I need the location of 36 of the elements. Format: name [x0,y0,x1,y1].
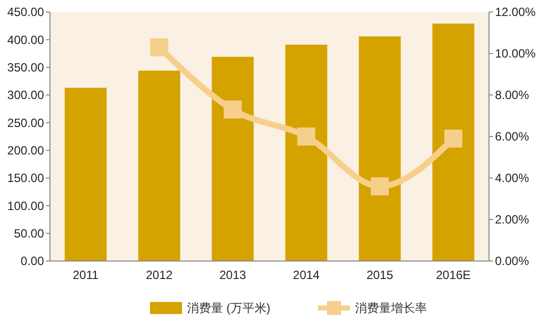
legend-label: 消费量增长率 [355,301,427,316]
bar [432,24,474,261]
y2-tick-label: 6.00% [495,130,530,144]
y-tick-label: 200.00 [7,144,44,158]
x-tick-label: 2016E [436,268,471,282]
y-tick-label: 250.00 [7,116,44,130]
point [150,38,168,56]
point [444,130,462,148]
legend-label: 消费量 (万平米) [187,301,270,316]
y-tick-label: 0.00 [20,254,44,268]
point [370,177,389,196]
point [297,128,316,146]
bar [138,70,180,261]
y-tick-label: 350.00 [7,60,44,75]
point [224,100,242,119]
y2-tick-label: 8.00% [495,88,530,102]
y-tick-label: 450.00 [7,5,44,20]
x-tick-label: 2015 [366,268,394,282]
bar [212,56,254,261]
y2-tick-label: 2.00% [495,212,530,227]
y2-tick-label: 12.00% [495,5,536,20]
y2-tick-label: 4.00% [495,171,530,186]
x-tick-label: 2011 [72,268,99,282]
bar [64,88,107,261]
y2-tick-label: 0.00% [495,254,530,268]
y-tick-label: 100.00 [7,198,44,213]
x-tick-label: 2012 [146,268,173,282]
y-tick-label: 50.00 [14,226,44,241]
y-tick-label: 400.00 [7,32,44,47]
bar [358,36,401,261]
y2-tick-label: 10.00% [495,46,536,61]
y-tick-label: 300.00 [7,88,44,102]
x-tick-label: 2014 [292,268,320,282]
x-tick-label: 2013 [219,268,246,282]
bar [285,44,328,261]
y-tick-label: 150.00 [7,171,44,186]
